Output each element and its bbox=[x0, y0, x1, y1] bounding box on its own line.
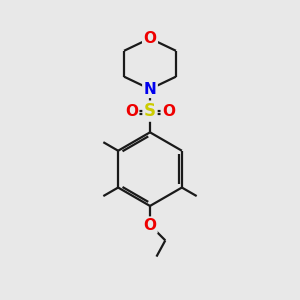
Text: O: O bbox=[125, 103, 138, 118]
Text: N: N bbox=[144, 82, 156, 97]
Text: S: S bbox=[144, 102, 156, 120]
Text: O: O bbox=[143, 218, 157, 232]
Text: O: O bbox=[143, 31, 157, 46]
Text: O: O bbox=[162, 103, 175, 118]
